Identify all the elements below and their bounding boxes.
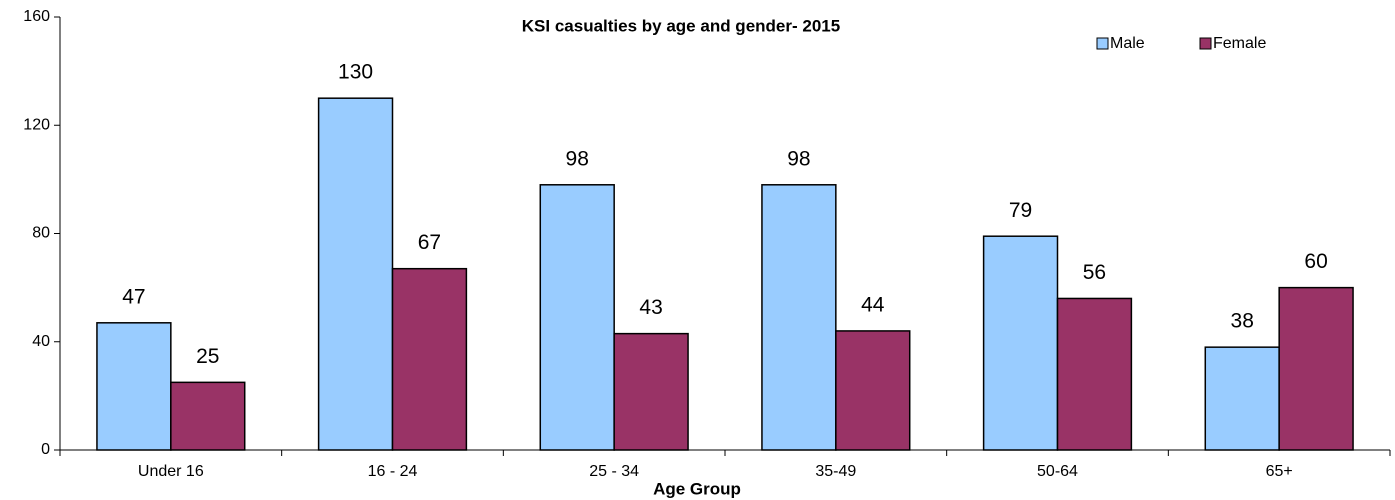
- bar: [835, 330, 911, 451]
- x-tick-label: 50-64: [1037, 463, 1078, 480]
- data-label: 130: [338, 61, 373, 84]
- data-label: 38: [1231, 310, 1254, 333]
- legend-swatch: [1096, 37, 1109, 50]
- bar: [170, 381, 246, 451]
- legend-label: Male: [1110, 35, 1145, 52]
- y-tick-label: 120: [23, 116, 50, 133]
- bar: [1278, 286, 1354, 451]
- data-label: 56: [1083, 261, 1106, 284]
- chart-title: KSI casualties by age and gender- 2015: [522, 16, 840, 35]
- data-label: 98: [566, 147, 589, 170]
- data-label: 43: [639, 296, 662, 319]
- legend-swatch: [1199, 37, 1212, 50]
- data-label: 25: [196, 345, 219, 368]
- bar: [96, 322, 172, 451]
- bar: [391, 267, 468, 451]
- data-label: 98: [787, 147, 810, 170]
- x-tick-label: 16 - 24: [368, 463, 418, 480]
- data-label: 67: [418, 231, 441, 254]
- y-tick-label: 80: [32, 225, 50, 242]
- y-tick-label: 160: [23, 8, 50, 25]
- data-label: 79: [1009, 199, 1032, 222]
- bar: [613, 332, 689, 451]
- bar: [761, 184, 837, 451]
- y-tick-label: 40: [32, 333, 50, 350]
- x-axis-label: Age Group: [653, 479, 741, 498]
- bar: [1056, 297, 1133, 451]
- x-tick-label: 65+: [1266, 463, 1293, 480]
- bar: [317, 97, 394, 451]
- legend-label: Female: [1213, 35, 1266, 52]
- bar: [539, 184, 615, 451]
- y-tick-label: 0: [41, 441, 50, 458]
- data-label: 44: [861, 293, 885, 316]
- x-tick-label: 25 - 34: [589, 463, 639, 480]
- data-label: 60: [1304, 250, 1327, 273]
- bar: [1204, 346, 1280, 451]
- x-tick-label: 35-49: [815, 463, 856, 480]
- x-tick-label: Under 16: [138, 463, 204, 480]
- data-label: 47: [122, 285, 145, 308]
- bar: [982, 235, 1059, 451]
